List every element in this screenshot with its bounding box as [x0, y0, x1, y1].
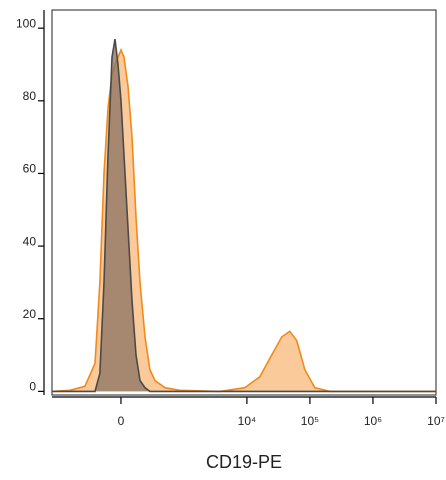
x-tick-label: 10⁵: [301, 414, 319, 428]
y-tick-label: 100: [16, 16, 36, 30]
x-tick-label: 10⁷: [427, 414, 445, 428]
y-tick-label: 80: [23, 89, 37, 103]
x-tick-label: 0: [118, 414, 125, 428]
line: [52, 38, 436, 393]
plot-frame: [51, 9, 437, 396]
x-tick-label: 10⁴: [238, 414, 257, 428]
y-tick-label: 0: [29, 380, 36, 394]
line: [51, 47, 436, 393]
y-tick-label: 60: [23, 162, 37, 176]
y-tick-label: 40: [23, 234, 37, 248]
x-tick-label: 10⁶: [364, 414, 382, 428]
area: [52, 50, 436, 392]
x-axis-label: CD19-PE: [206, 452, 282, 472]
y-tick-label: 20: [23, 307, 37, 321]
